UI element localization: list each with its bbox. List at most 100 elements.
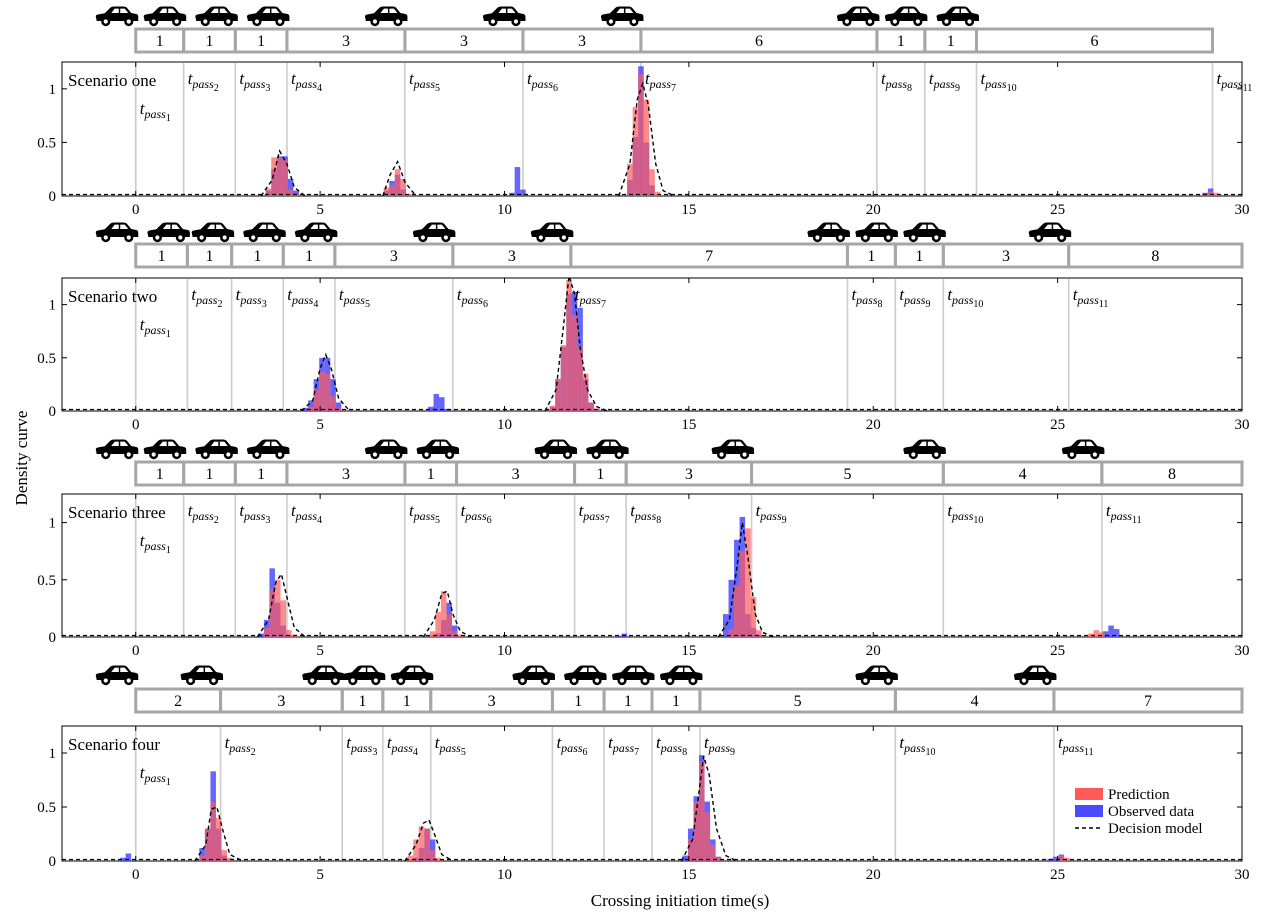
gap-label: 4: [971, 693, 979, 710]
y-axis: 00.51: [37, 746, 1242, 870]
car-icon: [1061, 439, 1105, 460]
gap-box: [1067, 242, 1244, 269]
decision-model-line: [260, 80, 675, 196]
bar: [263, 627, 270, 637]
bar: [204, 828, 211, 861]
gap-label: 7: [705, 248, 713, 265]
car-icon: [95, 222, 139, 243]
car-icon: [95, 439, 139, 460]
car-icon: [612, 665, 655, 686]
car-icon: [95, 665, 139, 686]
bar: [227, 857, 233, 861]
pass-label: tpass9: [899, 285, 930, 310]
bar: [555, 379, 561, 411]
pass-label: tpass7: [608, 733, 639, 758]
bar: [302, 407, 309, 411]
pass-label: tpass4: [287, 285, 318, 310]
gap-boxes: 2 3 1 1 3 1 1 1 5 4 7: [134, 687, 1244, 714]
x-tick-label: 10: [497, 202, 512, 218]
bar: [429, 631, 436, 637]
bar: [514, 167, 521, 196]
legend-label-prediction: Prediction: [1108, 787, 1170, 803]
pass-label: tpass5: [339, 285, 370, 310]
car-icon: [143, 439, 187, 460]
y-axis: 00.51: [37, 516, 1242, 646]
bar: [549, 405, 556, 411]
bar: [269, 588, 275, 637]
pass-label: tpass10: [981, 69, 1017, 94]
car-icon: [855, 665, 898, 686]
gap-label: 1: [624, 693, 632, 710]
bar: [400, 178, 406, 196]
gap-label: 1: [359, 693, 367, 710]
bar: [427, 406, 434, 411]
bar: [1058, 855, 1065, 861]
bar: [433, 393, 440, 411]
pass-labels: tpass1 tpass2 tpass3 tpass4 tpass5 tpass6 tpas…: [140, 285, 1109, 340]
x-axis: 0 5 10 15 20 25 30: [132, 494, 1250, 659]
car-icon: [711, 439, 755, 460]
bar: [280, 600, 287, 637]
bar: [313, 389, 320, 411]
bar: [687, 839, 694, 861]
y-tick-label: 1: [49, 516, 57, 532]
gap-label: 5: [794, 693, 802, 710]
bar: [577, 347, 583, 411]
gap-label: 4: [1019, 466, 1027, 483]
y-tick-label: 0: [49, 404, 57, 420]
car-icon: [1028, 222, 1072, 243]
x-tick-label: 20: [866, 202, 881, 218]
x-axis: 0 5 10 15 20 25 30: [132, 726, 1250, 883]
pass-label: tpass3: [236, 285, 267, 310]
bar: [616, 635, 622, 637]
gap-label: 1: [867, 248, 875, 265]
x-axis-title: Crossing initiation time(s): [591, 891, 770, 910]
pass-label: tpass8: [881, 69, 912, 94]
x-tick-label: 5: [316, 202, 324, 218]
gap-label: 1: [253, 248, 261, 265]
bar: [1108, 625, 1114, 637]
gap-label: 6: [755, 33, 763, 50]
x-tick-label: 0: [132, 867, 140, 883]
bar: [293, 190, 299, 196]
car-icon: [246, 6, 290, 27]
bar: [418, 826, 425, 861]
x-tick-label: 10: [497, 417, 512, 433]
bar: [638, 73, 644, 196]
car-icon: [364, 439, 408, 460]
car-icon: [416, 439, 460, 460]
scenario-label: Scenario four: [68, 735, 160, 754]
car-icon: [195, 439, 238, 460]
pass-label: tpass3: [239, 69, 270, 94]
vehicle-icons: [95, 665, 1057, 686]
gap-label: 3: [512, 466, 520, 483]
decision-model-line: [194, 755, 738, 861]
pass-label: tpass8: [630, 501, 661, 526]
gap-label: 1: [897, 33, 905, 50]
bar: [1102, 631, 1109, 637]
bar: [271, 157, 277, 196]
pass-label: tpass7: [645, 69, 676, 94]
bar: [1088, 633, 1094, 637]
bar: [324, 373, 331, 411]
pass-labels: tpass1 tpass2 tpass3 tpass4 tpass5 tpass6 tpas…: [140, 501, 1142, 556]
pass-label: tpass4: [387, 733, 418, 758]
panel-1: 1 1 1 3 3 3 6 1 1 6 Scenario one tpass1 tpass2 tpass3…: [37, 6, 1252, 218]
gap-label: 8: [1151, 248, 1159, 265]
gap-label: 1: [915, 248, 923, 265]
bar: [221, 850, 228, 861]
bar: [287, 178, 294, 196]
scenario-label: Scenario two: [68, 287, 157, 306]
car-icon: [564, 665, 607, 686]
gap-label: 3: [508, 248, 516, 265]
bar: [632, 107, 639, 196]
bar: [287, 189, 294, 196]
plot-area: [62, 755, 1242, 861]
car-icon: [586, 439, 629, 460]
gap-label: 3: [460, 33, 468, 50]
car-icon: [243, 222, 286, 243]
bar: [588, 402, 594, 411]
gap-label: 1: [403, 693, 411, 710]
